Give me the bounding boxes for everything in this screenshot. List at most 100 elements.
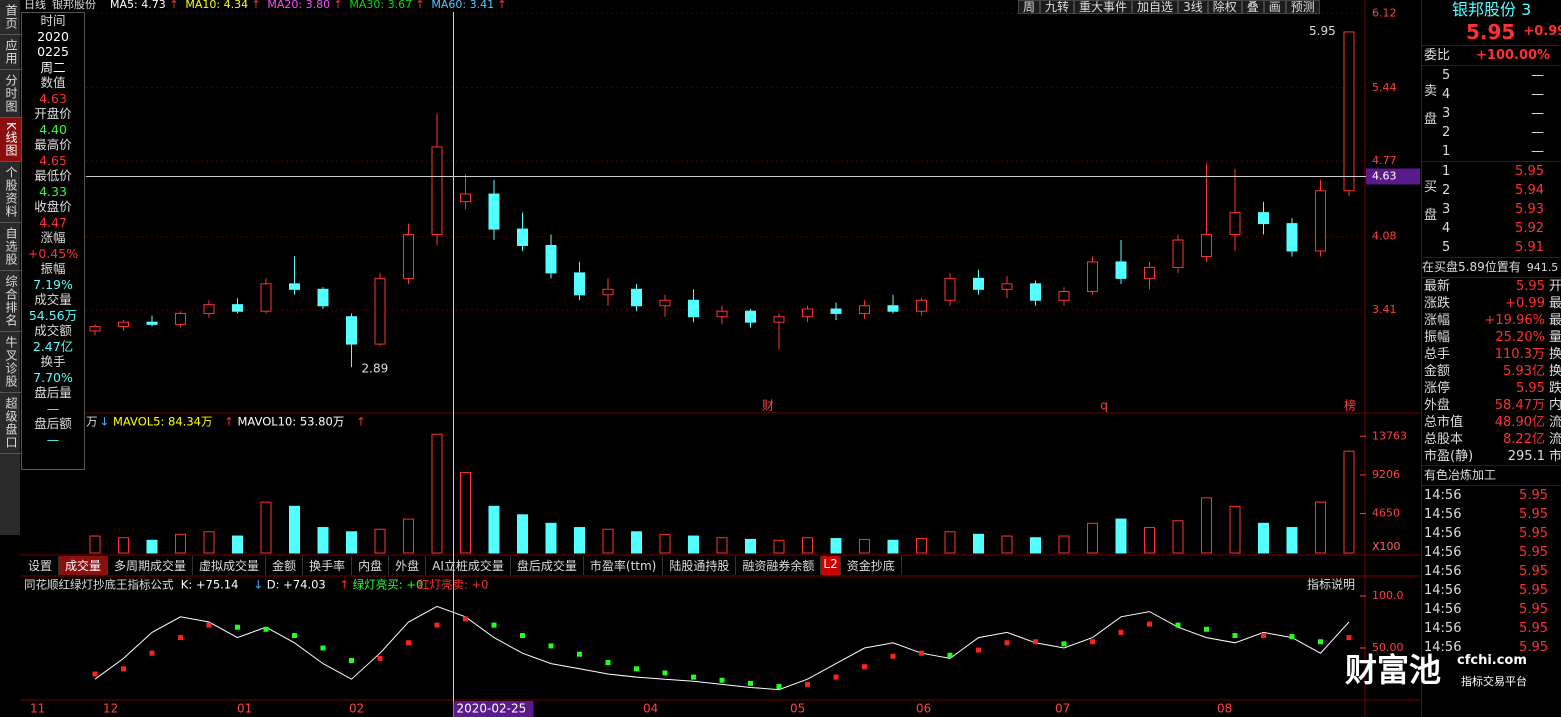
volume-tab[interactable]: L2 [821, 556, 841, 575]
quote-price: 5.95 [1466, 20, 1516, 44]
volume-bar [517, 514, 528, 554]
d-point [890, 653, 896, 659]
volume-tab[interactable]: 盘后成交量 [511, 556, 584, 575]
volume-bar [830, 538, 842, 554]
info-label: 成交量 [34, 292, 72, 307]
volume-tab[interactable]: AI立桩成交量 [426, 556, 511, 575]
side-tab[interactable]: 牛叉诊股 [0, 332, 23, 393]
toolbar-button[interactable]: 加自选 [1132, 0, 1179, 14]
volume-tab[interactable]: 资金抄底 [841, 556, 902, 575]
d-point [976, 647, 981, 653]
d-point [1204, 626, 1209, 632]
volume-tab[interactable]: 金额 [266, 556, 304, 575]
volume-tab[interactable]: 融资融券余额 [736, 556, 822, 575]
candle-body [716, 310, 728, 318]
toolbar-button[interactable]: 除权 [1207, 0, 1242, 14]
d-point [862, 664, 867, 670]
date-marker: 2020-02-25 [457, 702, 527, 716]
x-tick-label: 05 [790, 702, 805, 716]
d-point [805, 681, 810, 687]
d-point [919, 650, 924, 656]
side-tab[interactable]: 综合排名 [0, 271, 23, 332]
volume-tab[interactable]: 内盘 [352, 556, 390, 575]
book-level: 5 [1442, 240, 1451, 255]
stat-value: 295.1 [1507, 449, 1545, 464]
toolbar-button[interactable]: 九转 [1040, 0, 1075, 14]
volume-tab[interactable]: 设置 [22, 556, 60, 575]
info-value: +0.45% [27, 245, 79, 261]
ma-trend: ↑ [415, 0, 424, 11]
d-point [149, 650, 155, 656]
industry: 有色冶炼加工 [1424, 468, 1497, 482]
ma-legend: MA5: 4.73 [110, 0, 166, 11]
d-point [520, 633, 525, 639]
x-tick-label: 07 [1055, 702, 1070, 716]
quote-row: 有色冶炼加工 [1422, 465, 1561, 485]
x-tick-label: 01 [237, 702, 252, 716]
volume-bar [260, 501, 272, 554]
candle-body [232, 304, 243, 312]
toolbar-button[interactable]: 3线 [1178, 0, 1208, 14]
d-point [662, 670, 668, 676]
volume-tab[interactable]: 成交量 [59, 556, 109, 575]
side-tab[interactable]: 分时图 [0, 70, 23, 118]
side-tab[interactable]: 应用 [0, 35, 23, 70]
info-label: 盘后额 [34, 416, 72, 431]
indicator-help[interactable]: 指标说明 [1307, 577, 1355, 592]
info-panel: 时间 2020 0225 周二 数值 4.63 开盘价 4.40 最高价 4.65 最低价 4.33 收… [21, 12, 85, 470]
tick-price: 5.95 [1519, 545, 1548, 560]
d-point [1346, 635, 1352, 641]
candle-body [1286, 223, 1298, 252]
volume-tab[interactable]: 多周期成交量 [108, 556, 194, 575]
book-price: 5.93 [1515, 202, 1544, 217]
d-point [1090, 639, 1095, 645]
toolbar-button[interactable]: 周 [1018, 0, 1041, 14]
volume-tab[interactable]: 陆股通持股 [663, 556, 737, 575]
ma-legend: MA30: 3.67 [349, 0, 412, 11]
volume-bar [374, 528, 386, 554]
toolbar-button[interactable]: 叠 [1241, 0, 1264, 14]
stat-value: +0.99 [1505, 296, 1545, 311]
event-marker: 财 [762, 399, 774, 413]
indicator-header: D: +74.03 [267, 578, 326, 592]
volume-bar [916, 538, 927, 554]
quote-row: 在买盘5.89位置有 941.5 [1422, 257, 1561, 277]
side-tab[interactable]: K线图 [0, 118, 23, 162]
side-tab[interactable]: 个股资料 [0, 162, 23, 223]
tick-time: 14:56 [1424, 507, 1462, 522]
stat-label: 市盈(静) [1424, 449, 1474, 464]
volume-bar [1172, 520, 1184, 554]
volume-tab[interactable]: 虚拟成交量 [193, 556, 267, 575]
x-tick-label: 12 [103, 702, 118, 716]
volume-tab[interactable]: 外盘 [389, 556, 427, 575]
candle-body [260, 283, 272, 312]
kline-chart: 日线 银邦股份 指标说明 X100 MA5: 4.73 ↑ MA10: 4.34 ↑ M… [20, 0, 1420, 717]
volume-bar [488, 505, 500, 554]
book-row: 2— [1422, 123, 1561, 142]
volume-bar [602, 528, 614, 554]
info-value: 2.47亿 [32, 338, 74, 354]
stat-label: 总市值 [1424, 415, 1464, 430]
candle-body [659, 299, 671, 307]
toolbar-button[interactable]: 预测 [1285, 0, 1320, 14]
volume-tab[interactable]: 市盈率(ttm) [584, 556, 664, 575]
book-price: 5.92 [1515, 221, 1544, 236]
candle-body [1058, 291, 1070, 301]
side-tab[interactable]: 自选股 [0, 223, 23, 271]
side-tab[interactable]: 首页 [0, 0, 23, 35]
info-label: 收盘价 [34, 199, 72, 214]
candle-body [631, 288, 642, 307]
d-point [1061, 641, 1067, 647]
candle-body [488, 193, 500, 230]
side-tab[interactable]: 超级盘口 [0, 393, 23, 454]
book-price: — [1531, 125, 1544, 140]
toolbar-button[interactable]: 画 [1263, 0, 1286, 14]
book-price: — [1531, 106, 1544, 121]
toolbar-button[interactable]: 重大事件 [1074, 0, 1133, 14]
info-value: 54.56万 [28, 307, 78, 323]
d-point [349, 657, 354, 663]
volume-tab[interactable]: 换手率 [303, 556, 353, 575]
volume-bar [745, 538, 756, 554]
toolbar: 周九转 重大事件 加自选 3线 除权叠画预测 [1018, 0, 1320, 14]
event-marker: 榜 [1344, 398, 1356, 413]
